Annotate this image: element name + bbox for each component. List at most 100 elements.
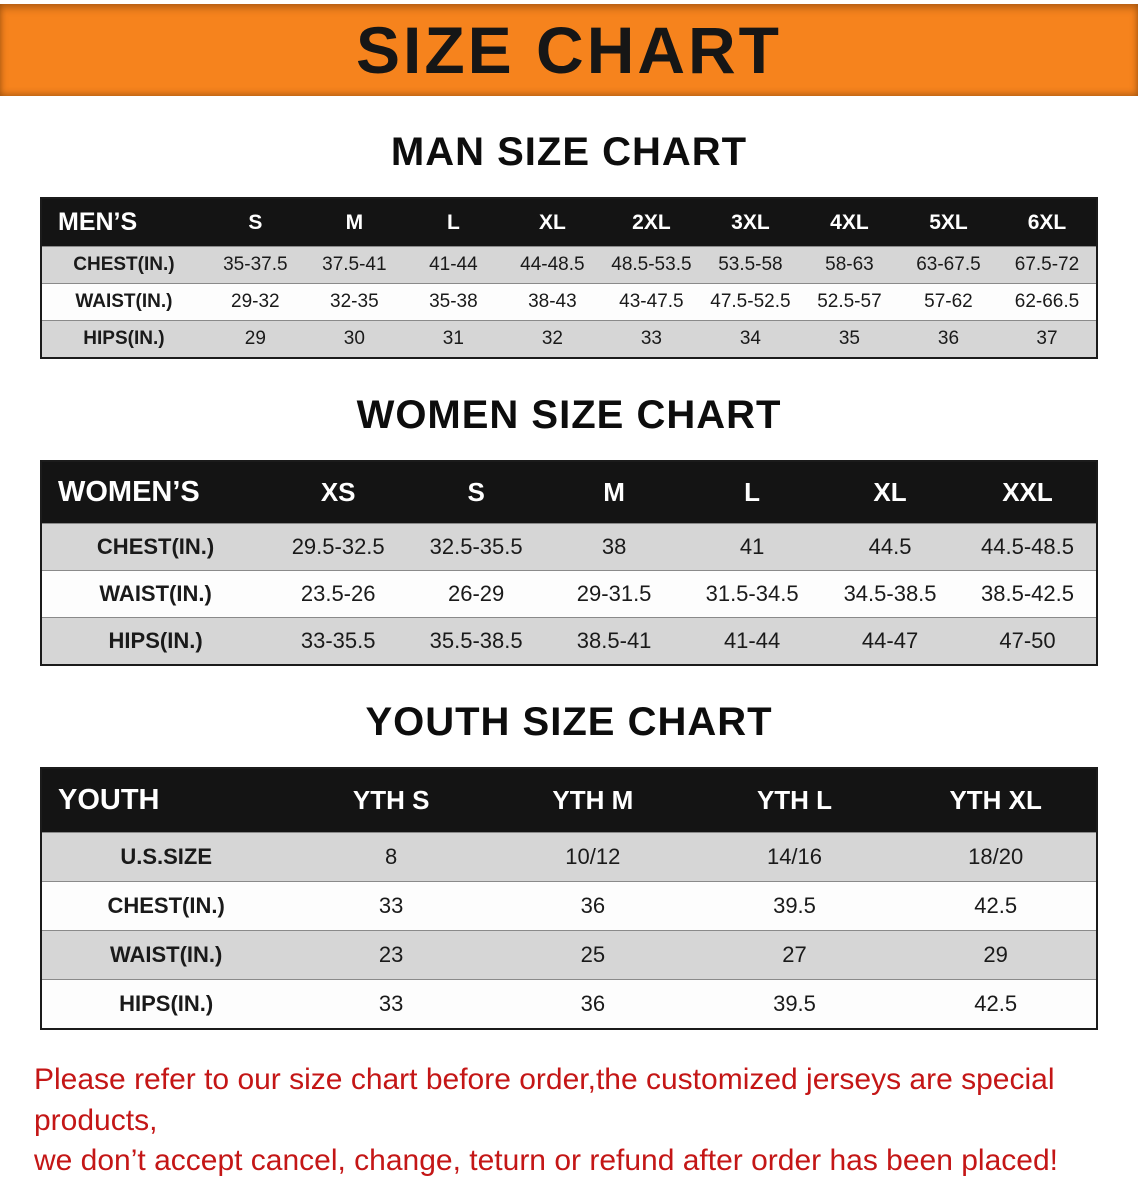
table-cell: 38-43 bbox=[502, 283, 602, 321]
table-cell: 23.5-26 bbox=[269, 570, 408, 618]
table-cell: 37.5-41 bbox=[304, 246, 404, 284]
column-header: 5XL bbox=[898, 198, 998, 247]
table-cell: 32.5-35.5 bbox=[407, 523, 546, 571]
youth-section-heading: YOUTH SIZE CHART bbox=[365, 700, 773, 744]
table-cell: 43-47.5 bbox=[601, 283, 701, 321]
table-cell: 36 bbox=[491, 881, 694, 931]
column-header: L bbox=[403, 198, 503, 247]
table-cell: 33-35.5 bbox=[269, 617, 408, 665]
table-row: U.S.SIZE 8 10/12 14/16 18/20 bbox=[41, 832, 1097, 882]
table-cell: 39.5 bbox=[693, 979, 896, 1029]
column-header: L bbox=[683, 461, 822, 524]
men-table-wrap: MEN’S S M L XL 2XL 3XL 4XL 5XL 6XL CHEST(IN.) 35-37… bbox=[40, 197, 1098, 359]
row-label: U.S.SIZE bbox=[41, 832, 291, 882]
table-cell: 35.5-38.5 bbox=[407, 617, 546, 665]
table-row: HIPS(IN.) 29 30 31 32 33 34 35 36 37 bbox=[41, 320, 1097, 358]
women-section-heading: WOMEN SIZE CHART bbox=[356, 393, 782, 437]
page-title: SIZE CHART bbox=[356, 13, 782, 87]
youth-size-table: YOUTH YTH S YTH M YTH L YTH XL U.S.SIZE 8 10/12… bbox=[40, 767, 1098, 1030]
table-cell: 53.5-58 bbox=[700, 246, 800, 284]
row-label: CHEST(IN.) bbox=[41, 523, 270, 571]
row-label: WAIST(IN.) bbox=[41, 570, 270, 618]
table-cell: 29 bbox=[205, 320, 305, 358]
table-cell: 31 bbox=[403, 320, 503, 358]
table-cell: 38.5-42.5 bbox=[959, 570, 1097, 618]
youth-table-wrap: YOUTH YTH S YTH M YTH L YTH XL U.S.SIZE 8 10/12… bbox=[40, 767, 1098, 1030]
table-cell: 26-29 bbox=[407, 570, 546, 618]
column-header: XL bbox=[821, 461, 960, 524]
table-cell: 48.5-53.5 bbox=[601, 246, 701, 284]
disclaimer: Please refer to our size chart before or… bbox=[34, 1060, 1104, 1182]
table-cell: 47.5-52.5 bbox=[700, 283, 800, 321]
table-cell: 58-63 bbox=[799, 246, 899, 284]
table-cell: 42.5 bbox=[895, 881, 1097, 931]
table-cell: 31.5-34.5 bbox=[683, 570, 822, 618]
table-cell: 32-35 bbox=[304, 283, 404, 321]
table-cell: 41-44 bbox=[683, 617, 822, 665]
table-cell: 41-44 bbox=[403, 246, 503, 284]
column-header: M bbox=[304, 198, 404, 247]
youth-section: YOUTH SIZE CHART YOUTH YTH S YTH M YTH L YTH… bbox=[0, 700, 1138, 1030]
women-section: WOMEN SIZE CHART WOMEN’S XS S M L XL XXL CHEST(… bbox=[0, 393, 1138, 666]
size-chart-page: SIZE CHART MAN SIZE CHART MEN’S S M L XL 2XL 3… bbox=[0, 4, 1138, 1182]
table-cell: 67.5-72 bbox=[997, 246, 1097, 284]
table-cell: 34.5-38.5 bbox=[821, 570, 960, 618]
table-cell: 38.5-41 bbox=[545, 617, 684, 665]
table-header-row: MEN’S S M L XL 2XL 3XL 4XL 5XL 6XL bbox=[41, 198, 1097, 247]
table-cell: 29.5-32.5 bbox=[269, 523, 408, 571]
row-label: WAIST(IN.) bbox=[41, 930, 291, 980]
table-cell: 42.5 bbox=[895, 979, 1097, 1029]
column-header: 3XL bbox=[700, 198, 800, 247]
table-cell: 36 bbox=[898, 320, 998, 358]
table-cell: 47-50 bbox=[959, 617, 1097, 665]
row-label: HIPS(IN.) bbox=[41, 979, 291, 1029]
table-row: HIPS(IN.) 33-35.5 35.5-38.5 38.5-41 41-44 44-… bbox=[41, 617, 1097, 665]
table-row: CHEST(IN.) 35-37.5 37.5-41 41-44 44-48.5 48.5… bbox=[41, 246, 1097, 284]
women-size-table: WOMEN’S XS S M L XL XXL CHEST(IN.) 29.5-32.5 32.5… bbox=[40, 460, 1098, 666]
table-cell: 30 bbox=[304, 320, 404, 358]
table-row: WAIST(IN.) 23.5-26 26-29 29-31.5 31.5-34.5 34… bbox=[41, 570, 1097, 618]
column-header: M bbox=[545, 461, 684, 524]
table-cell: 44-48.5 bbox=[502, 246, 602, 284]
banner: SIZE CHART bbox=[0, 4, 1138, 96]
column-header: S bbox=[205, 198, 305, 247]
table-row: HIPS(IN.) 33 36 39.5 42.5 bbox=[41, 979, 1097, 1029]
table-title-cell: YOUTH bbox=[41, 768, 291, 833]
column-header: XS bbox=[269, 461, 408, 524]
table-cell: 23 bbox=[290, 930, 492, 980]
column-header: 2XL bbox=[601, 198, 701, 247]
table-header-row: WOMEN’S XS S M L XL XXL bbox=[41, 461, 1097, 524]
table-cell: 25 bbox=[491, 930, 694, 980]
table-row: WAIST(IN.) 29-32 32-35 35-38 38-43 43-47.5 47.… bbox=[41, 283, 1097, 321]
table-row: CHEST(IN.) 29.5-32.5 32.5-35.5 38 41 44.5 44.5… bbox=[41, 523, 1097, 571]
table-title-cell: MEN’S bbox=[41, 198, 206, 247]
disclaimer-line-2: we don’t accept cancel, change, teturn o… bbox=[34, 1144, 1058, 1177]
row-label: CHEST(IN.) bbox=[41, 881, 291, 931]
table-cell: 33 bbox=[601, 320, 701, 358]
table-cell: 18/20 bbox=[895, 832, 1097, 882]
table-cell: 14/16 bbox=[693, 832, 896, 882]
table-title-cell: WOMEN’S bbox=[41, 461, 270, 524]
table-cell: 29-32 bbox=[205, 283, 305, 321]
table-cell: 35-37.5 bbox=[205, 246, 305, 284]
column-header: 4XL bbox=[799, 198, 899, 247]
row-label: HIPS(IN.) bbox=[41, 617, 270, 665]
table-cell: 44-47 bbox=[821, 617, 960, 665]
row-label: CHEST(IN.) bbox=[41, 246, 206, 284]
table-cell: 35-38 bbox=[403, 283, 503, 321]
column-header: YTH L bbox=[693, 768, 896, 833]
column-header: S bbox=[407, 461, 546, 524]
disclaimer-line-1: Please refer to our size chart before or… bbox=[34, 1063, 1055, 1137]
table-header-row: YOUTH YTH S YTH M YTH L YTH XL bbox=[41, 768, 1097, 833]
table-cell: 27 bbox=[693, 930, 896, 980]
table-cell: 41 bbox=[683, 523, 822, 571]
table-cell: 38 bbox=[545, 523, 684, 571]
table-cell: 36 bbox=[491, 979, 694, 1029]
table-cell: 29-31.5 bbox=[545, 570, 684, 618]
column-header: XXL bbox=[959, 461, 1097, 524]
table-cell: 33 bbox=[290, 979, 492, 1029]
row-label: WAIST(IN.) bbox=[41, 283, 206, 321]
table-cell: 37 bbox=[997, 320, 1097, 358]
table-cell: 29 bbox=[895, 930, 1097, 980]
table-cell: 44.5-48.5 bbox=[959, 523, 1097, 571]
